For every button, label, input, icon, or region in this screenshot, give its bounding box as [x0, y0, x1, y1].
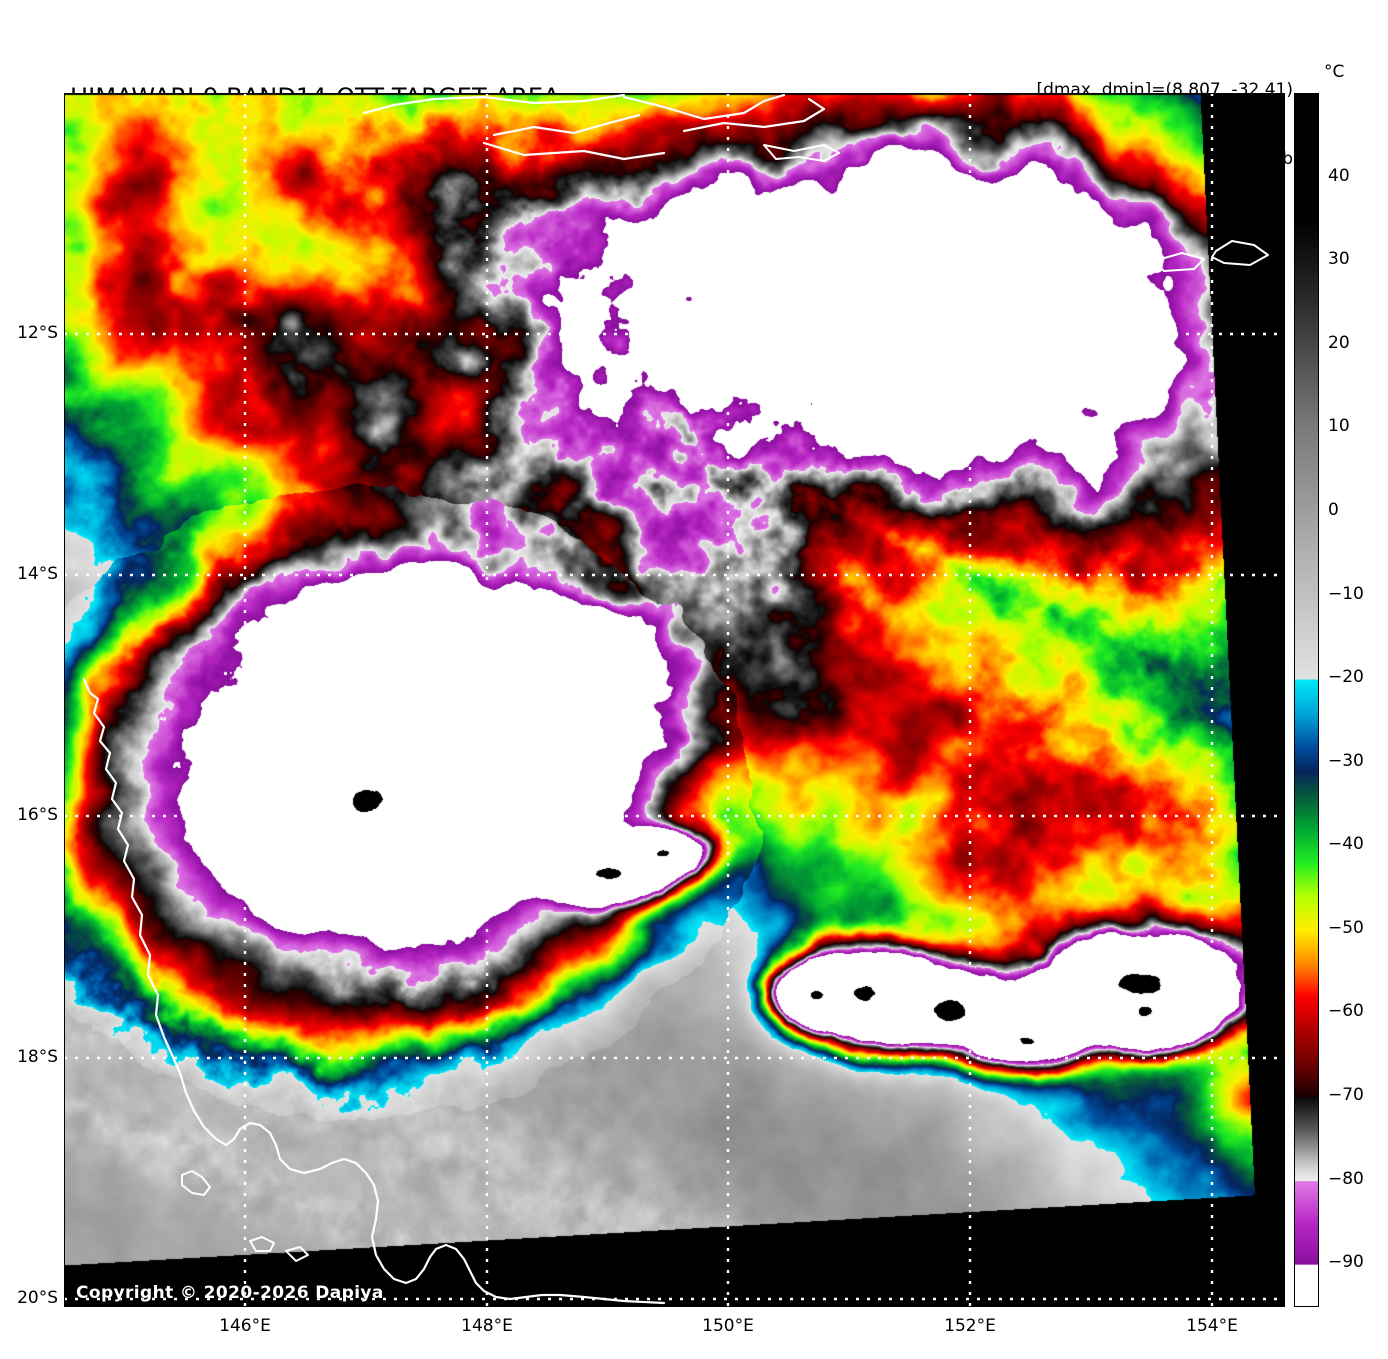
colorbar-tick-8: −40	[1328, 834, 1364, 855]
coastline	[763, 144, 840, 162]
colorbar-tick-5: −10	[1328, 583, 1364, 604]
coastline	[181, 1170, 211, 1196]
coastline	[622, 93, 786, 121]
colorbar-tick-12: −80	[1328, 1168, 1364, 1189]
colorbar-unit-label: °C	[1324, 62, 1345, 82]
coastline	[285, 1246, 309, 1262]
colorbar-tick-7: −30	[1328, 750, 1364, 771]
coastline	[1153, 252, 1205, 272]
x-axis-tick-0: 146°E	[219, 1316, 271, 1336]
colorbar-tick-6: −20	[1328, 667, 1364, 688]
y-axis-tick-1: 14°S	[17, 564, 58, 584]
colorbar-tick-10: −60	[1328, 1001, 1364, 1022]
x-axis-tick-1: 148°E	[461, 1316, 513, 1336]
satellite-imagery	[64, 93, 1285, 1307]
coastline	[362, 93, 626, 115]
coastline	[1211, 240, 1269, 266]
coastline	[482, 141, 666, 161]
satellite-image-panel[interactable]	[64, 93, 1285, 1307]
y-axis-tick-2: 16°S	[17, 805, 58, 825]
colorbar-tick-13: −90	[1328, 1252, 1364, 1273]
y-axis-tick-0: 12°S	[17, 323, 58, 343]
coastline	[82, 677, 666, 1305]
x-axis-tick-3: 152°E	[944, 1316, 996, 1336]
latlon-gridlines	[64, 93, 1285, 1307]
temperature-colorbar[interactable]	[1294, 93, 1319, 1307]
ott-marker	[392, 743, 399, 756]
coastline	[682, 97, 826, 133]
colorbar-tick-1: 30	[1328, 249, 1350, 270]
coastline	[249, 1236, 275, 1252]
colorbar-gradient	[1295, 94, 1318, 1306]
colorbar-tick-11: −70	[1328, 1085, 1364, 1106]
coastline	[492, 113, 641, 137]
copyright-label: Copyright © 2020-2026 Dapiya	[76, 1283, 384, 1303]
y-axis-tick-3: 18°S	[17, 1047, 58, 1067]
colorbar-tick-4: 0	[1328, 499, 1339, 520]
brightness-temperature-raster	[64, 93, 1285, 1307]
coastline	[1043, 242, 1113, 270]
colorbar-tick-2: 20	[1328, 332, 1350, 353]
coastline	[1119, 262, 1147, 276]
colorbar-tick-0: 40	[1328, 165, 1350, 186]
x-axis-tick-2: 150°E	[702, 1316, 754, 1336]
colorbar-tick-3: 10	[1328, 416, 1350, 437]
colorbar-tick-9: −50	[1328, 917, 1364, 938]
y-axis-tick-4: 20°S	[17, 1288, 58, 1308]
x-axis-tick-4: 154°E	[1186, 1316, 1238, 1336]
